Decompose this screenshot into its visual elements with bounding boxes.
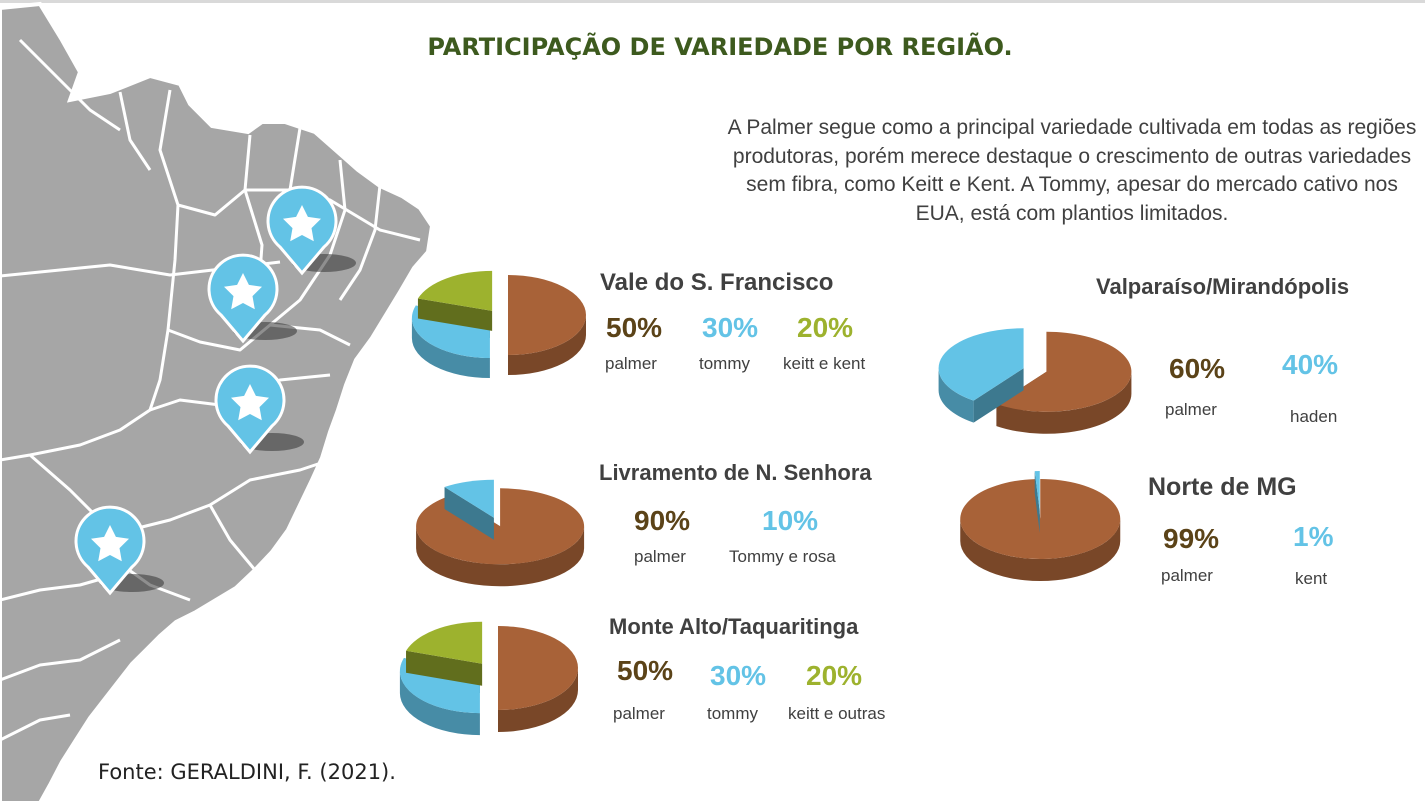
map-pins	[74, 185, 356, 596]
star-icon	[283, 205, 321, 242]
region-title-vale-do-s-francisco: Vale do S. Francisco	[600, 269, 834, 296]
slice-value-kent: 1%	[1293, 521, 1334, 552]
pie-slice-palmer	[498, 626, 578, 732]
slice-label-tommy: tommy	[699, 354, 750, 373]
pie-chart-vale-do-s-francisco	[411, 270, 586, 379]
slice-label-tommy: tommy	[707, 704, 758, 723]
pie-slice-palmer	[960, 478, 1121, 581]
pie-slice-kent	[1034, 471, 1040, 534]
slice-label-palmer: palmer	[613, 704, 665, 723]
slice-value-palmer: 90%	[634, 505, 691, 536]
slice-label-keitt-e-outras: keitt e outras	[788, 704, 886, 723]
pie-slice-palmer	[508, 275, 586, 375]
pie-slice-palmer	[416, 488, 585, 587]
slice-value-tommy: 30%	[710, 660, 767, 691]
region-title-monte-alto-taquaritinga: Monte Alto/Taquaritinga	[609, 614, 859, 639]
pie-chart-monte-alto-taquaritinga	[399, 621, 578, 736]
slice-value-palmer: 99%	[1163, 523, 1220, 554]
slice-label-palmer: palmer	[605, 354, 657, 373]
slice-label-kent: kent	[1295, 569, 1328, 588]
slice-value-keitt-e-kent: 20%	[797, 312, 854, 343]
map-pin-1	[266, 185, 356, 276]
star-icon	[231, 384, 269, 421]
slice-value-tommy: 30%	[702, 312, 759, 343]
pie-chart-valparaiso-mirandopolis	[938, 328, 1132, 434]
slice-value-keitt-e-outras: 20%	[806, 660, 863, 691]
pie-slice-keitt-e-outras	[406, 621, 483, 686]
slice-label-keitt-e-kent: keitt e kent	[783, 354, 866, 373]
star-icon	[224, 273, 262, 310]
map-pin-2	[207, 253, 297, 344]
slice-value-tommy-e-rosa: 10%	[762, 505, 819, 536]
region-title-valparaiso-mirandopolis: Valparaíso/Mirandópolis	[1096, 274, 1350, 299]
page-title: PARTICIPAÇÃO DE VARIEDADE POR REGIÃO.	[427, 33, 1013, 61]
description-text: A Palmer segue como a principal variedad…	[727, 116, 1417, 225]
slice-label-haden: haden	[1290, 407, 1338, 426]
pie-slice-haden	[938, 328, 1024, 423]
pie-slice-tommy-e-rosa	[444, 479, 494, 540]
map-pin-4	[74, 505, 164, 596]
source-citation: Fonte: GERALDINI, F. (2021).	[98, 760, 396, 784]
map-pin-3	[214, 364, 304, 455]
region-title-norte-de-mg: Norte de MG	[1148, 473, 1297, 501]
slice-value-haden: 40%	[1282, 349, 1339, 380]
slice-value-palmer: 50%	[617, 655, 674, 686]
pie-chart-livramento-de-n-senhora	[416, 479, 585, 587]
star-icon	[91, 525, 129, 562]
slice-value-palmer: 50%	[606, 312, 663, 343]
top-border	[0, 0, 1425, 3]
pie-slice-palmer	[996, 331, 1132, 434]
slice-label-palmer: palmer	[634, 547, 686, 566]
slice-label-palmer: palmer	[1161, 566, 1213, 585]
slice-value-palmer: 60%	[1169, 353, 1226, 384]
slice-label-tommy-e-rosa: Tommy e rosa	[729, 547, 836, 566]
slice-label-palmer: palmer	[1165, 400, 1217, 419]
brazil-map	[0, 1, 435, 803]
pie-slice-keitt-e-kent	[417, 270, 493, 331]
region-title-livramento-de-n-senhora: Livramento de N. Senhora	[599, 460, 872, 485]
pie-chart-norte-de-mg	[960, 471, 1121, 581]
